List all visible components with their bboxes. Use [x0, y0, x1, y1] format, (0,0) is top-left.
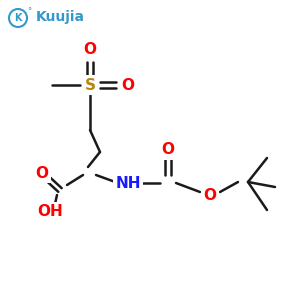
Text: O: O [161, 142, 175, 158]
Text: K: K [14, 13, 22, 23]
Text: O: O [203, 188, 217, 202]
Text: O: O [83, 43, 97, 58]
Text: O: O [35, 166, 49, 181]
Text: OH: OH [37, 205, 63, 220]
Text: S: S [85, 77, 95, 92]
Text: Kuujia: Kuujia [35, 10, 85, 24]
Text: O: O [122, 77, 134, 92]
Text: °: ° [27, 8, 31, 16]
Text: NH: NH [115, 176, 141, 190]
